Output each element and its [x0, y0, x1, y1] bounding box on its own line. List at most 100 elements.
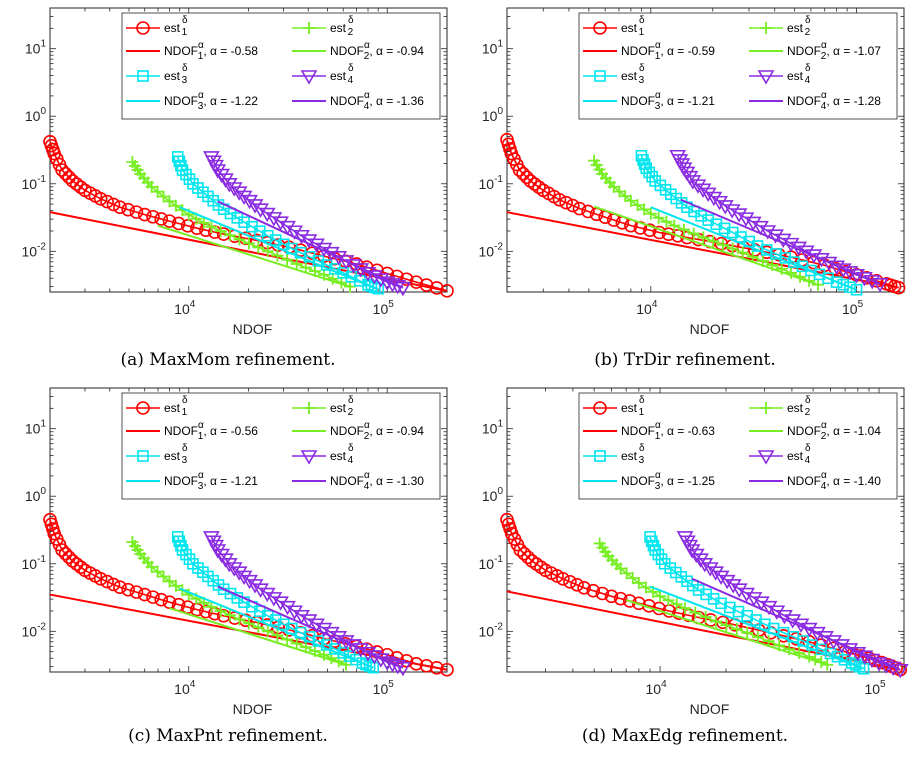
data-point-1	[512, 163, 527, 177]
fit-line-3	[179, 206, 377, 290]
legend-label-est-1: estδ 1	[164, 395, 188, 418]
data-point-4	[293, 609, 310, 625]
data-point-2	[730, 623, 743, 636]
data-point-1	[566, 198, 580, 213]
data-point-4	[694, 183, 712, 198]
y-tick-label: 101	[482, 39, 504, 57]
fit-line-2	[157, 224, 351, 288]
data-point-2	[751, 631, 764, 644]
legend-label-fit-2: NDOFα 2, α = -0.94	[330, 420, 424, 442]
data-point-3	[372, 282, 384, 295]
data-point-3	[805, 264, 817, 277]
data-point-1	[146, 590, 160, 604]
data-point-2	[638, 203, 651, 216]
y-tick-label: 100	[25, 106, 47, 124]
series-group-d	[500, 512, 909, 679]
data-point-3	[367, 661, 380, 674]
data-point-4	[286, 225, 303, 240]
series-group-b	[500, 132, 906, 296]
x-tick-label: 105	[842, 299, 864, 317]
data-point-4	[699, 187, 717, 203]
legend-est-marker	[760, 22, 772, 34]
legend-est-marker	[136, 21, 150, 35]
y-tick-label: 10-2	[22, 621, 47, 639]
data-point-1	[55, 543, 69, 557]
data-point-1	[570, 578, 584, 592]
legend-label-fit-1: NDOFα 1, α = -0.63	[621, 420, 715, 442]
data-point-1	[440, 662, 454, 677]
y-tick-label: 101	[25, 419, 47, 437]
data-point-4	[272, 216, 289, 231]
data-point-2	[716, 238, 729, 251]
data-point-3	[724, 601, 736, 614]
data-point-1	[93, 191, 108, 206]
legend-est-marker	[594, 450, 606, 462]
x-tick-label: 104	[636, 299, 658, 317]
data-point-4	[213, 548, 230, 564]
data-point-4	[315, 622, 333, 638]
data-point-3	[320, 639, 333, 651]
data-point-3	[360, 658, 372, 671]
legend-est-marker	[760, 402, 772, 414]
legend-box	[578, 12, 898, 120]
data-point-2	[252, 241, 265, 254]
data-point-1	[513, 543, 528, 557]
data-point-4	[220, 557, 238, 573]
data-point-1	[613, 591, 628, 606]
legend-label-fit-2: NDOFα 2, α = -1.04	[787, 420, 881, 442]
data-point-4	[752, 220, 769, 236]
data-point-2	[214, 225, 227, 238]
legend-box	[121, 12, 441, 120]
data-point-1	[154, 212, 169, 226]
data-point-4	[692, 553, 709, 568]
data-point-2	[654, 590, 667, 603]
data-point-4	[252, 203, 269, 218]
data-point-2	[169, 579, 182, 592]
y-tick-label: 10-2	[479, 241, 504, 259]
data-point-1	[556, 571, 570, 586]
data-point-4	[683, 544, 701, 559]
data-point-4	[891, 663, 909, 679]
data-point-2	[697, 231, 710, 244]
legend-est-marker	[137, 450, 149, 462]
data-point-2	[224, 609, 237, 622]
data-point-2	[632, 576, 645, 589]
data-point-4	[235, 570, 253, 586]
data-point-2	[233, 613, 246, 626]
data-point-4	[330, 251, 348, 266]
data-point-3	[806, 639, 819, 651]
data-point-1	[129, 585, 144, 599]
data-point-2	[644, 207, 657, 220]
data-point-2	[252, 621, 265, 634]
data-point-4	[230, 566, 248, 581]
fit-line-2	[169, 607, 347, 666]
data-point-3	[715, 597, 727, 610]
figure-caption-a: (a) MaxMom refinement.	[120, 350, 336, 370]
legend-est-marker	[136, 401, 150, 415]
data-point-1	[516, 166, 530, 181]
data-point-2	[163, 195, 176, 208]
data-point-1	[604, 589, 619, 604]
data-point-2	[793, 646, 806, 659]
legend-label-fit-4: NDOFα 4, α = -1.36	[330, 90, 424, 112]
y-tick-label: 10-1	[22, 174, 47, 192]
data-point-4	[689, 179, 707, 194]
data-point-4	[246, 199, 264, 214]
data-point-1	[521, 550, 535, 565]
data-point-4	[684, 175, 702, 190]
data-point-3	[363, 660, 376, 672]
y-tick-label: 10-2	[22, 241, 47, 259]
data-point-1	[440, 284, 454, 298]
data-point-1	[789, 632, 804, 646]
legend-label-est-4: estδ 4	[787, 63, 811, 86]
data-point-2	[677, 223, 690, 236]
data-point-4	[716, 200, 734, 215]
x-axis-label: NDOF	[233, 321, 273, 337]
data-point-4	[344, 639, 362, 654]
data-point-2	[271, 629, 284, 642]
data-point-4	[737, 212, 755, 227]
legend-est-marker	[594, 70, 606, 82]
data-point-2	[699, 611, 712, 624]
data-point-2	[214, 605, 227, 618]
